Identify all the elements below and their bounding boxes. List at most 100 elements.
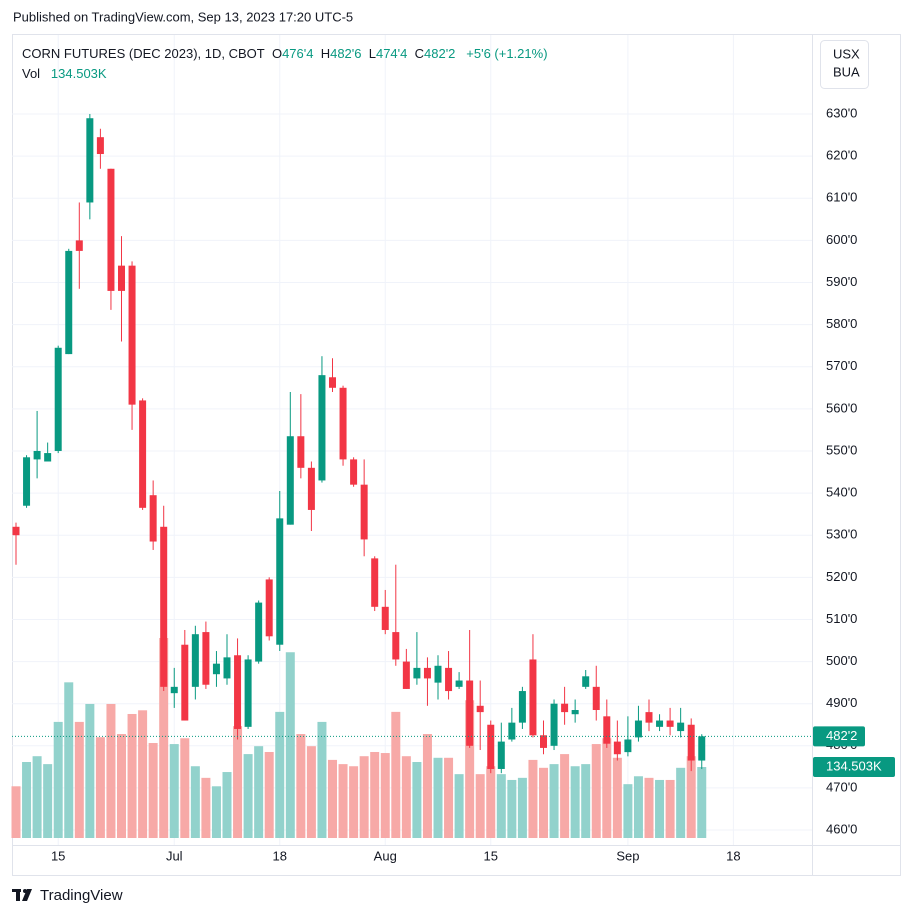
volume-bar bbox=[465, 700, 475, 838]
candle-body bbox=[44, 453, 52, 462]
x-tick-label: 15 bbox=[51, 848, 65, 863]
chart-title: CORN FUTURES (DEC 2023), 1D, CBOT bbox=[22, 46, 265, 61]
candle-body bbox=[634, 720, 642, 738]
volume-bar bbox=[370, 751, 380, 838]
volume-bar bbox=[211, 786, 221, 838]
volume-bar bbox=[560, 754, 570, 838]
candle-body bbox=[392, 632, 400, 660]
vol-legend-label: Vol bbox=[22, 66, 41, 81]
volume-bar bbox=[285, 652, 295, 838]
y-tick-label: 560'0 bbox=[826, 400, 857, 415]
candle-body bbox=[160, 526, 168, 687]
volume-bar bbox=[401, 756, 411, 838]
y-tick-label: 610'0 bbox=[826, 190, 857, 205]
y-tick-label: 580'0 bbox=[826, 316, 857, 331]
brand: TradingView bbox=[40, 887, 123, 904]
ohlc-label: O bbox=[271, 46, 283, 61]
candle-body bbox=[65, 250, 73, 355]
volume-bar bbox=[380, 753, 390, 838]
volume-bar bbox=[127, 713, 137, 838]
candle-body bbox=[276, 518, 284, 645]
volume-bar bbox=[412, 762, 422, 838]
volume-bar bbox=[539, 767, 548, 838]
y-tick-label: 550'0 bbox=[826, 442, 857, 457]
candle-body bbox=[23, 457, 31, 506]
volume-bar bbox=[549, 764, 559, 838]
candle-body bbox=[487, 724, 495, 769]
candle-body bbox=[571, 710, 579, 715]
candle-body bbox=[234, 655, 242, 729]
candle-body bbox=[223, 657, 231, 679]
candle-body bbox=[476, 705, 484, 713]
y-tick-label: 540'0 bbox=[826, 485, 857, 500]
volume-bar bbox=[528, 759, 538, 838]
candle-body bbox=[329, 377, 336, 388]
x-tick-label: 18 bbox=[726, 848, 740, 863]
candle-body bbox=[297, 436, 305, 468]
volume-pane bbox=[11, 638, 707, 838]
candle-body bbox=[645, 712, 653, 723]
candle-body bbox=[149, 495, 157, 542]
y-tick-label: 590'0 bbox=[826, 274, 857, 289]
candle-body bbox=[118, 265, 125, 291]
vol-legend: Vol 134.503K bbox=[22, 66, 107, 81]
candle-body bbox=[603, 716, 611, 744]
volume-bar bbox=[422, 734, 432, 838]
volume-bar bbox=[222, 772, 232, 838]
volume-bar bbox=[106, 703, 116, 838]
ohlc-value: 474'4 bbox=[375, 46, 408, 61]
volume-bar bbox=[686, 756, 696, 838]
volume-bar bbox=[201, 777, 211, 838]
y-tick-label: 570'0 bbox=[826, 358, 857, 373]
volume-bar bbox=[243, 754, 253, 838]
brand-logo bbox=[12, 889, 32, 901]
y-tick-label: 510'0 bbox=[826, 611, 857, 626]
candle-body bbox=[307, 467, 315, 510]
x-tick-label: Jul bbox=[166, 848, 183, 863]
candle-body bbox=[413, 667, 421, 679]
frame bbox=[12, 34, 901, 876]
y-tick-label: 490'0 bbox=[826, 695, 857, 710]
candle-body bbox=[96, 137, 104, 155]
x-tick-label: 18 bbox=[273, 848, 287, 863]
candle-body bbox=[255, 602, 263, 662]
volume-bar bbox=[328, 759, 337, 838]
ohlc-value: 482'2 bbox=[424, 46, 456, 61]
volume-bar bbox=[444, 757, 454, 838]
volume-bar bbox=[275, 711, 285, 838]
candle-body bbox=[339, 387, 347, 460]
candle-body bbox=[540, 735, 547, 748]
candle-body bbox=[318, 375, 326, 481]
candle-body bbox=[212, 663, 220, 675]
y-tick-label: 520'0 bbox=[826, 569, 857, 584]
volume-bar bbox=[159, 638, 169, 838]
candle-body bbox=[687, 724, 695, 761]
volume-bar bbox=[475, 774, 485, 838]
volume-bar bbox=[306, 746, 316, 838]
volume-bar bbox=[602, 738, 612, 838]
ohlc-value: 476'4 bbox=[282, 46, 314, 61]
volume-bar bbox=[85, 703, 95, 838]
candle-body bbox=[350, 459, 358, 485]
volume-bar bbox=[53, 721, 63, 838]
candle-body bbox=[107, 168, 115, 291]
candle-body bbox=[381, 606, 389, 630]
candle-body bbox=[656, 720, 664, 727]
volume-bar bbox=[612, 757, 622, 838]
ohlc-value: 482'6 bbox=[330, 46, 362, 61]
volume-bar bbox=[11, 786, 21, 838]
candle-body bbox=[582, 676, 590, 687]
volume-bar bbox=[43, 764, 53, 838]
volume-bar bbox=[486, 766, 496, 838]
candle-body bbox=[75, 240, 83, 251]
candle-body bbox=[181, 644, 189, 721]
candle-body bbox=[466, 680, 474, 746]
price-tag-label: 482'2 bbox=[826, 728, 857, 743]
volume-bar bbox=[64, 682, 74, 838]
change: +5'6 (+1.21%) bbox=[466, 46, 548, 61]
volume-bar bbox=[264, 751, 274, 838]
candle-body bbox=[423, 667, 431, 679]
volume-bar bbox=[233, 726, 243, 838]
